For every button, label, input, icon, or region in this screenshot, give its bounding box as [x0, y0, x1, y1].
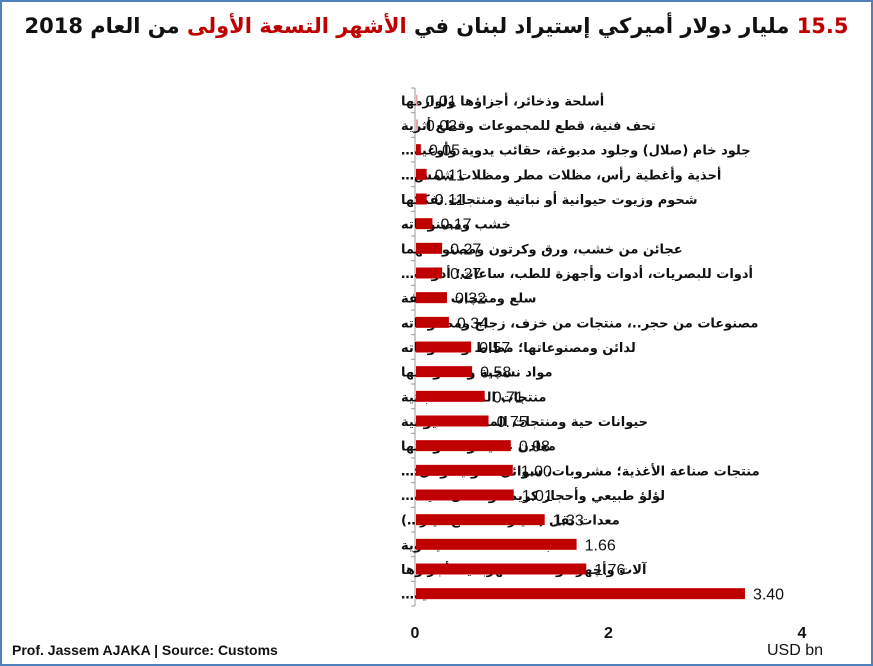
bar: [416, 489, 514, 501]
data-label: 1.00: [521, 463, 552, 480]
bar: [416, 168, 427, 180]
data-label: 0.27: [450, 266, 481, 283]
title-part2: من العام 2018: [24, 14, 187, 38]
x-tick-label: 2: [604, 625, 613, 642]
data-label: 0.11: [435, 167, 465, 184]
data-label: 0.17: [440, 217, 471, 234]
bar: [416, 464, 513, 476]
data-label: 1.66: [585, 537, 616, 554]
x-tick-label: 0: [411, 625, 420, 642]
data-label: 0.98: [519, 439, 550, 456]
x-axis-unit-label: USD bn: [767, 642, 824, 659]
data-label: 0.01: [426, 93, 457, 110]
category-label: جلود خام (صلال) وجلود مدبوغة، حقائب يدوي…: [401, 142, 751, 159]
bar: [416, 390, 485, 402]
bar: [416, 94, 418, 106]
bar: [416, 538, 577, 550]
title-number: 15.5: [796, 14, 849, 38]
bar: [416, 514, 545, 526]
bar: [416, 563, 587, 575]
title-highlight: الأشهر التسعة الأولى: [186, 14, 407, 38]
category-label: عجائن من خشب، ورق وكرتون ومصنوعاتهما: [401, 242, 683, 257]
bar: [416, 218, 433, 230]
bar: [416, 292, 447, 304]
bar: [416, 341, 472, 353]
data-label: 0.58: [480, 365, 511, 382]
title-part1: مليار دولار أميركي إستيراد لبنان في: [406, 14, 797, 38]
category-label: أحذية وأغطية رأس، مظلات مطر ومظلات شمس…: [401, 166, 721, 183]
data-label: 0.27: [450, 241, 481, 258]
category-label: مصنوعات من حجر..، منتجات من خزف، زجاج وم…: [401, 316, 758, 331]
data-label: 1.01: [522, 488, 553, 505]
category-label: تحف فنية، قطع للمجموعات وقطع أثرية: [401, 117, 656, 134]
data-label: 1.76: [594, 562, 625, 579]
bar: [416, 242, 443, 254]
category-label: أدوات للبصريات، أدوات وأجهزة للطب، ساعات…: [401, 265, 753, 282]
bar: [416, 119, 418, 131]
data-label: 0.34: [457, 315, 488, 332]
data-label: 0.75: [497, 414, 528, 431]
bar: [416, 366, 473, 378]
bar: [416, 415, 489, 427]
chart-title: 15.5 مليار دولار أميركي إستيراد لبنان في…: [2, 14, 871, 38]
data-label: 0.05: [429, 143, 460, 160]
bar: [416, 588, 745, 600]
data-label: 0.71: [493, 389, 524, 406]
data-label: 0.32: [455, 291, 486, 308]
source-footer: Prof. Jassem AJAKA | Source: Customs: [12, 642, 278, 658]
category-label: أسلحة وذخائر، أجزاؤها ولوازمها: [401, 92, 604, 109]
data-label: 0.57: [479, 340, 510, 357]
bar: [416, 193, 427, 205]
x-tick-label: 4: [798, 625, 807, 642]
data-label: 3.40: [753, 587, 784, 604]
bar: [416, 440, 511, 452]
bar: [416, 316, 449, 328]
data-label: 0.02: [426, 118, 457, 135]
bar: [416, 144, 421, 156]
bar: [416, 267, 443, 279]
data-label: 1.33: [553, 513, 584, 530]
category-label: شحوم وزيوت حيوانية أو نباتية ومنتجات تفك…: [401, 191, 698, 208]
data-label: 0.11: [435, 192, 465, 209]
